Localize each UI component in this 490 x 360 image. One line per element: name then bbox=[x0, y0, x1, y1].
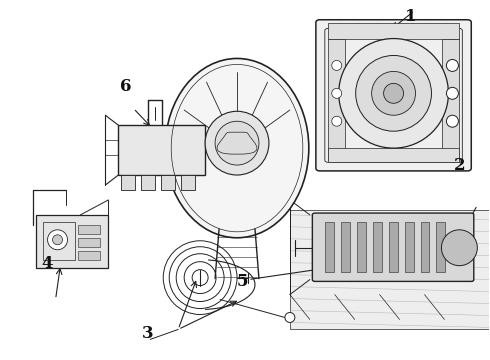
Ellipse shape bbox=[215, 121, 259, 165]
Ellipse shape bbox=[332, 60, 342, 71]
Bar bbox=[328, 148, 460, 162]
Bar bbox=[442, 39, 460, 160]
Bar bbox=[122, 175, 135, 190]
Polygon shape bbox=[290, 210, 490, 329]
Text: 3: 3 bbox=[142, 325, 153, 342]
Ellipse shape bbox=[384, 84, 404, 103]
Bar bbox=[372, 222, 382, 272]
Bar bbox=[328, 39, 345, 160]
Text: 4: 4 bbox=[41, 255, 53, 272]
Ellipse shape bbox=[52, 235, 63, 245]
Ellipse shape bbox=[332, 88, 342, 98]
Bar bbox=[420, 222, 429, 272]
Ellipse shape bbox=[441, 230, 477, 266]
Bar bbox=[328, 23, 460, 39]
Ellipse shape bbox=[205, 111, 269, 175]
FancyBboxPatch shape bbox=[316, 20, 471, 171]
Ellipse shape bbox=[446, 87, 458, 99]
Ellipse shape bbox=[285, 312, 295, 323]
Text: 2: 2 bbox=[454, 157, 466, 174]
Ellipse shape bbox=[165, 58, 309, 238]
Bar bbox=[36, 215, 108, 268]
Bar bbox=[437, 222, 445, 272]
Ellipse shape bbox=[339, 39, 448, 148]
Bar bbox=[119, 125, 205, 175]
FancyBboxPatch shape bbox=[312, 213, 474, 282]
Text: 6: 6 bbox=[120, 78, 131, 95]
Bar bbox=[181, 175, 195, 190]
Ellipse shape bbox=[48, 230, 68, 250]
Bar bbox=[78, 238, 100, 247]
Text: 5: 5 bbox=[237, 273, 248, 290]
Bar bbox=[78, 225, 100, 234]
Bar bbox=[312, 238, 350, 268]
Ellipse shape bbox=[446, 115, 458, 127]
Bar bbox=[405, 222, 414, 272]
Bar bbox=[141, 175, 155, 190]
Bar bbox=[43, 222, 75, 260]
Ellipse shape bbox=[356, 55, 432, 131]
Polygon shape bbox=[217, 132, 257, 154]
Bar bbox=[357, 222, 366, 272]
Bar bbox=[78, 251, 100, 260]
Ellipse shape bbox=[446, 59, 458, 71]
Ellipse shape bbox=[371, 71, 416, 115]
Bar bbox=[325, 222, 334, 272]
Ellipse shape bbox=[332, 116, 342, 126]
Bar bbox=[161, 175, 175, 190]
Text: 1: 1 bbox=[405, 8, 417, 25]
Bar bbox=[341, 222, 350, 272]
Bar bbox=[389, 222, 397, 272]
